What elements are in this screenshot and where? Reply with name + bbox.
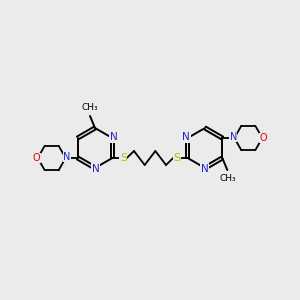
Text: N: N	[63, 152, 70, 161]
Text: S: S	[173, 153, 180, 163]
Text: N: N	[201, 164, 208, 173]
Text: S: S	[120, 153, 127, 163]
Text: CH₃: CH₃	[219, 174, 236, 183]
Text: N: N	[182, 133, 190, 142]
Text: N: N	[230, 131, 237, 142]
Text: N: N	[110, 133, 118, 142]
Text: CH₃: CH₃	[82, 103, 98, 112]
Text: N: N	[92, 164, 99, 173]
Text: O: O	[33, 153, 40, 163]
Text: O: O	[260, 133, 267, 143]
